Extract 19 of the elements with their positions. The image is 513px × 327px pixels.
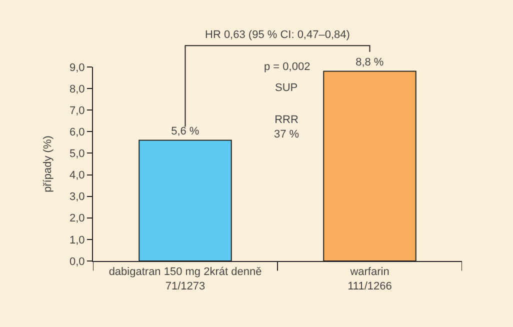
- y-tick-label: 8,0: [70, 83, 85, 96]
- y-tick-label: 5,0: [70, 148, 85, 160]
- y-tick-label: 4,0: [70, 170, 85, 182]
- annotation: SUP: [275, 82, 298, 94]
- y-tick-label: 7,0: [70, 104, 85, 117]
- annotation: p = 0,002: [264, 61, 310, 73]
- x-tick-label: warfarin 111/1266: [348, 266, 392, 292]
- y-tick-label: 0,0: [70, 256, 85, 268]
- y-tick-label: 2,0: [70, 212, 85, 225]
- data-label: 8,8 %: [356, 56, 384, 68]
- y-tick-label: 9,0: [70, 62, 85, 74]
- y-tick-label: 3,0: [70, 191, 85, 204]
- y-tick-label: 6,0: [70, 126, 85, 139]
- text: HR 0,63 (95 % CI: 0,47–0,84): [205, 29, 350, 41]
- y-tick-label: 1,0: [70, 234, 85, 246]
- x-tick-label: dabigatran 150 mg 2krát denně 71/1273: [108, 266, 262, 292]
- annotation: RRR 37 %: [274, 114, 300, 140]
- data-label: 5,6 %: [171, 125, 200, 138]
- y-axis-title: případy (%): [42, 136, 54, 192]
